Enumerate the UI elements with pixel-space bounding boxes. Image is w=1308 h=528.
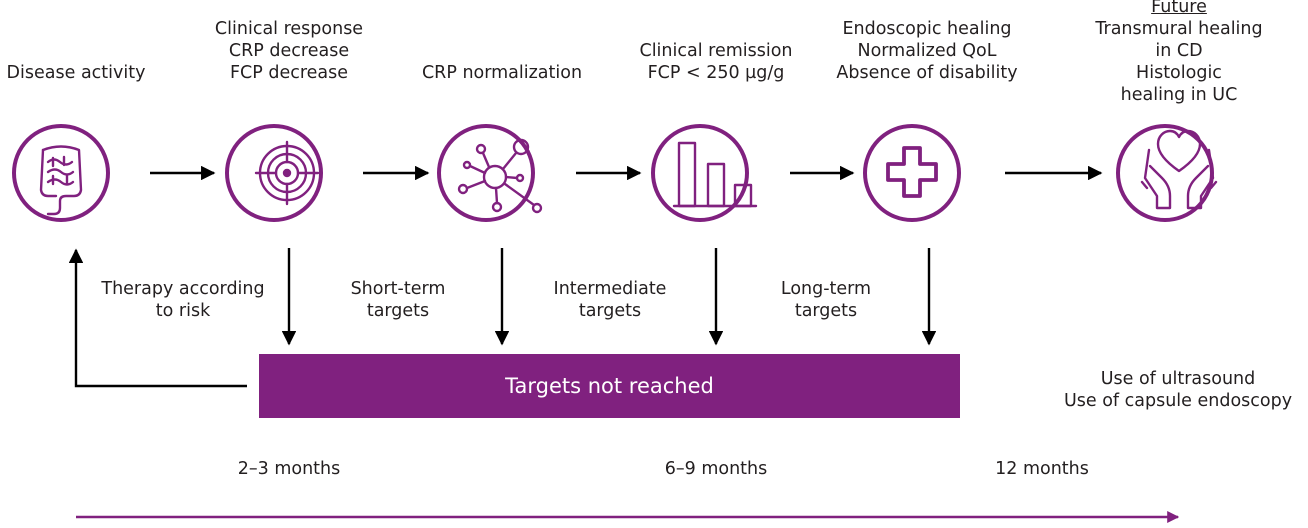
step-circle-5 xyxy=(863,124,961,222)
feedback-arrow xyxy=(68,248,247,388)
step-label-2: Clinical response CRP decrease FCP decre… xyxy=(214,19,364,83)
medical-cross-icon xyxy=(886,146,938,198)
failure-box-label: Targets not reached xyxy=(505,374,714,398)
target-label-3: Intermediate targets xyxy=(553,279,667,321)
step-circle-2 xyxy=(225,124,323,222)
step-label-3: CRP normalization xyxy=(421,63,583,83)
step-circle-6 xyxy=(1116,124,1214,222)
target-label-2: Short-term targets xyxy=(350,279,446,321)
step-circle-1 xyxy=(12,124,110,222)
target-label-1: Therapy according to risk xyxy=(101,279,265,321)
target-icon xyxy=(254,140,320,206)
targets-not-reached-box: Targets not reached xyxy=(259,354,960,418)
step-label-1: Disease activity xyxy=(6,63,146,83)
step-circle-3 xyxy=(437,124,535,222)
future-title: Future xyxy=(1151,0,1207,17)
step-circle-4 xyxy=(651,124,749,222)
bar-chart-icon xyxy=(672,141,758,208)
future-tools-label: Use of ultrasound Use of capsule endosco… xyxy=(1063,369,1293,411)
step-label-4: Clinical remission FCP < 250 µg/g xyxy=(639,41,793,83)
intestine-icon xyxy=(39,145,83,216)
failure-box-bg xyxy=(259,354,960,418)
timeline-label-2: 6–9 months xyxy=(664,459,768,479)
step-label-6: Future Transmural healing in CD Histolog… xyxy=(1095,0,1262,106)
step-label-5: Endoscopic healing Normalized QoL Absenc… xyxy=(836,19,1018,83)
timeline-label-3: 12 months xyxy=(995,459,1089,479)
hands-heart-icon xyxy=(1140,129,1218,210)
timeline-label-1: 2–3 months xyxy=(237,459,341,479)
molecule-network-icon xyxy=(457,138,543,214)
target-label-4: Long-term targets xyxy=(780,279,872,321)
